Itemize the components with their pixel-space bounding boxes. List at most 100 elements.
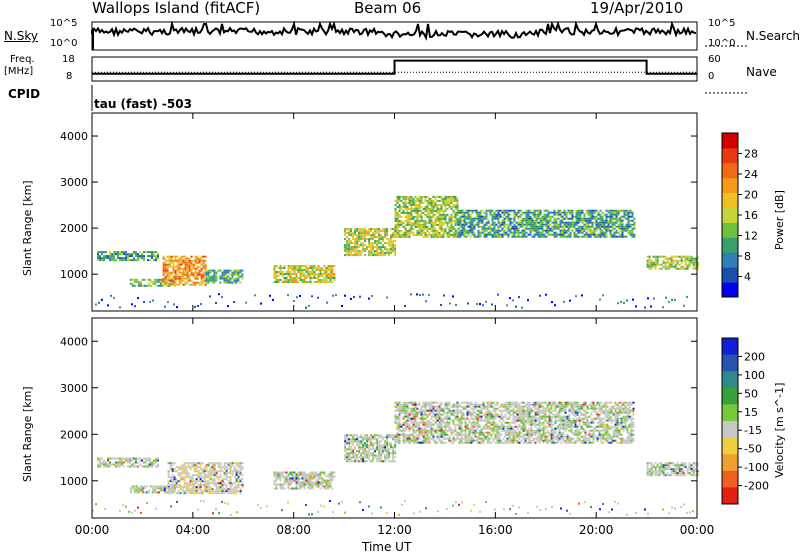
velocity-echo-cell [149, 463, 151, 466]
power-echo-cell [204, 265, 207, 268]
power-echo-cell [416, 229, 419, 232]
power-echo-cell [597, 223, 600, 226]
power-echo-cell [331, 265, 334, 267]
velocity-echo-cell [394, 452, 397, 455]
velocity-echo-cell [215, 462, 218, 465]
velocity-echo-cell [211, 478, 214, 481]
power-echo-cell [529, 233, 532, 236]
velocity-echo-cell [452, 429, 455, 432]
velocity-echo-cell [221, 482, 224, 485]
power-echo-cell [162, 257, 165, 260]
power-echo-cell [301, 281, 304, 283]
power-echo-cell [211, 281, 214, 284]
velocity-echo-cell [412, 439, 415, 442]
velocity-echo-cell [428, 407, 431, 410]
velocity-echo-cell [410, 433, 413, 436]
power-echo-cell [597, 225, 600, 228]
power-echo-cell [172, 261, 175, 264]
power-ground-scatter [95, 303, 97, 306]
power-echo-cell [392, 246, 395, 249]
velocity-echo-cell [380, 454, 383, 457]
velocity-echo-cell [329, 471, 332, 474]
velocity-echo-cell [410, 411, 413, 414]
velocity-echo-cell [327, 483, 330, 486]
velocity-echo-cell [480, 411, 483, 414]
velocity-echo-cell [237, 480, 240, 483]
velocity-echo-cell [518, 429, 521, 432]
velocity-echo-cell [203, 478, 206, 481]
velocity-echo-cell [193, 480, 196, 483]
power-echo-cell [501, 223, 504, 226]
velocity-echo-cell [492, 407, 495, 410]
power-echo-cell [487, 225, 490, 228]
velocity-echo-cell [289, 487, 292, 490]
velocity-echo-cell [163, 485, 166, 488]
velocity-echo-cell [309, 477, 312, 480]
velocity-echo-cell [113, 457, 115, 460]
velocity-echo-cell [167, 472, 170, 475]
power-echo-cell [291, 265, 294, 267]
velocity-echo-cell [189, 492, 192, 495]
velocity-echo-cell [239, 492, 242, 495]
velocity-echo-cell [522, 405, 525, 408]
power-echo-cell [605, 229, 608, 232]
power-echo-cell [621, 223, 624, 226]
power-echo-cell [190, 279, 193, 282]
power-echo-cell [307, 273, 310, 275]
velocity-echo-cell [418, 411, 421, 414]
velocity-echo-cell [428, 411, 431, 414]
velocity-echo-cell [392, 434, 395, 437]
power-echo-cell [331, 277, 334, 279]
velocity-echo-cell [374, 450, 377, 453]
velocity-echo-cell [396, 405, 399, 408]
power-echo-cell [599, 225, 602, 228]
power-echo-cell [549, 229, 552, 232]
power-echo-cell [631, 219, 634, 222]
velocity-echo-cell [472, 429, 475, 432]
velocity-echo-cell [478, 419, 481, 422]
velocity-echo-cell [225, 488, 228, 491]
power-echo-cell [299, 275, 302, 277]
velocity-echo-cell [133, 489, 136, 492]
velocity-echo-cell [213, 482, 216, 485]
power-echo-cell [111, 259, 113, 262]
power-ground-scatter [602, 294, 604, 297]
power-echo-cell [599, 229, 602, 232]
velocity-echo-cell [241, 484, 244, 487]
velocity-echo-cell [115, 465, 117, 468]
velocity-echo-cell [151, 465, 153, 468]
velocity-echo-cell [470, 401, 473, 404]
power-echo-cell [555, 227, 558, 230]
power-echo-cell [473, 227, 476, 230]
power-ground-scatter [581, 294, 583, 297]
power-echo-cell [479, 231, 482, 234]
velocity-echo-cell [317, 477, 320, 480]
velocity-echo-cell [283, 483, 286, 486]
velocity-echo-cell [408, 441, 411, 444]
power-echo-cell [684, 267, 687, 270]
velocity-echo-cell [119, 461, 121, 464]
velocity-echo-cell [484, 411, 487, 414]
power-echo-cell [599, 221, 602, 224]
power-echo-cell [539, 217, 542, 220]
velocity-echo-cell [309, 483, 312, 486]
power-echo-cell [331, 271, 334, 273]
power-echo-cell [664, 261, 667, 264]
power-echo-cell [541, 221, 544, 224]
velocity-echo-cell [444, 405, 447, 408]
power-echo-cell [390, 248, 393, 251]
power-echo-cell [404, 229, 407, 232]
power-echo-cell [171, 278, 174, 281]
power-ground-scatter [353, 296, 355, 298]
power-echo-cell [301, 265, 304, 267]
power-echo-cell [350, 240, 353, 243]
power-echo-cell [469, 225, 472, 228]
velocity-echo-cell [414, 435, 417, 438]
power-echo-cell [404, 233, 407, 236]
velocity-echo-cell [424, 409, 427, 412]
velocity-echo-cell [488, 401, 491, 404]
velocity-echo-cell [201, 492, 204, 495]
power-echo-cell [519, 221, 522, 224]
velocity-echo-cell [331, 487, 334, 490]
velocity-echo-cell [344, 458, 347, 461]
